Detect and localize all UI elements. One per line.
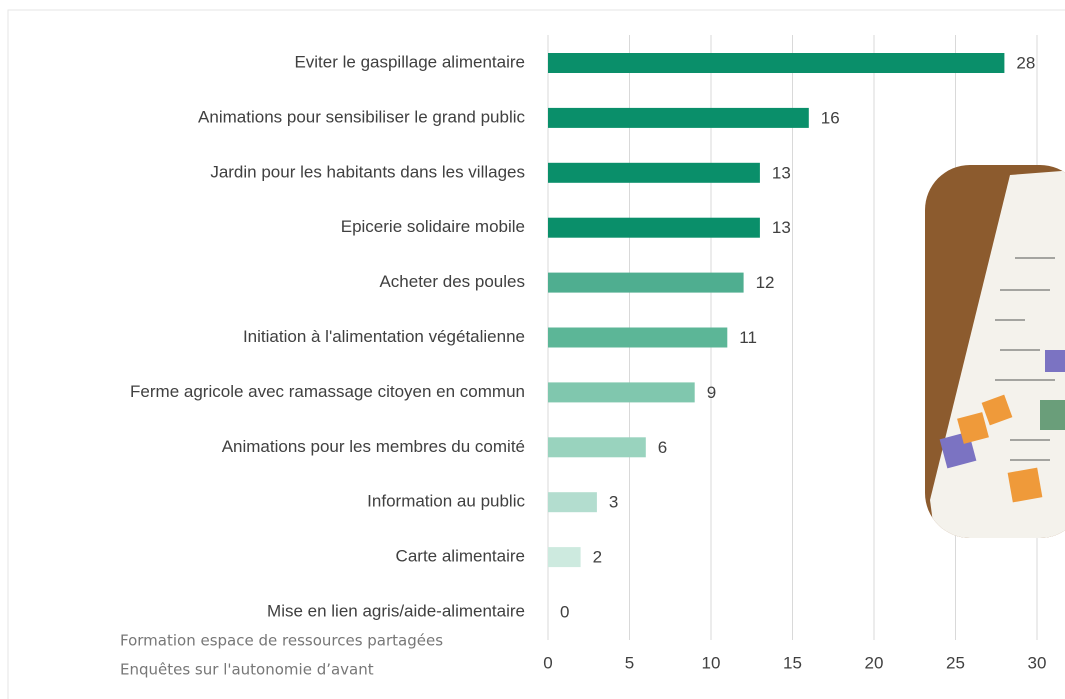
annotation: Formation espace de ressources partagées [120, 632, 443, 650]
y-tick-label: Epicerie solidaire mobile [341, 217, 525, 236]
annotation: Enquêtes sur l'autonomie d’avant [120, 661, 374, 679]
data-label: 9 [707, 383, 716, 402]
x-tick-label: 15 [783, 653, 802, 672]
bar [548, 547, 581, 568]
x-tick-label: 25 [946, 653, 965, 672]
data-label: 28 [1016, 53, 1035, 72]
photo [925, 165, 1065, 538]
bar [548, 327, 728, 348]
data-label: 2 [593, 548, 602, 567]
x-tick-label: 0 [543, 653, 552, 672]
y-tick-label: Acheter des poules [379, 272, 525, 291]
x-tick-label: 20 [865, 653, 884, 672]
y-tick-label: Jardin pour les habitants dans les villa… [210, 162, 525, 181]
y-tick-label: Information au public [367, 492, 525, 511]
bar [548, 53, 1005, 73]
data-label: 0 [560, 602, 569, 621]
bar [548, 382, 695, 403]
y-tick-label: Ferme agricole avec ramassage citoyen en… [130, 382, 525, 401]
bar [548, 162, 760, 183]
frame [7, 9, 1065, 699]
y-tick-label: Carte alimentaire [396, 547, 525, 566]
y-tick-label: Initiation à l'alimentation végétalienne [243, 327, 525, 346]
data-label: 16 [821, 108, 840, 127]
bar [548, 492, 597, 513]
data-label: 11 [739, 328, 757, 347]
y-tick-label: Eviter le gaspillage alimentaire [294, 52, 525, 71]
data-label: 13 [772, 218, 791, 237]
data-label: 6 [658, 438, 667, 457]
x-tick-label: 5 [625, 653, 634, 672]
y-tick-label: Animations pour sensibiliser le grand pu… [198, 107, 525, 126]
y-tick-label: Mise en lien agris/aide-alimentaire [267, 601, 525, 620]
bar [548, 272, 744, 293]
data-label: 12 [756, 273, 775, 292]
y-tick-label: Animations pour les membres du comité [222, 437, 525, 456]
bar [548, 217, 760, 238]
bar [548, 107, 809, 128]
data-label: 3 [609, 493, 618, 512]
x-tick-label: 30 [1028, 653, 1047, 672]
x-tick-label: 10 [702, 653, 721, 672]
data-label: 13 [772, 163, 791, 182]
bar [548, 437, 646, 458]
